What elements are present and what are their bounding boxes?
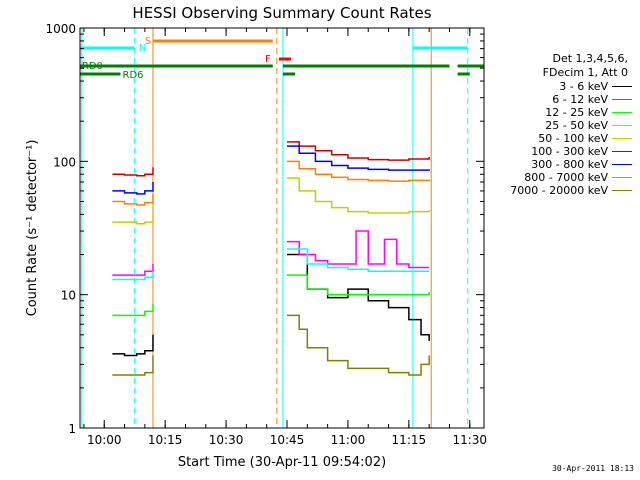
series-line [112, 193, 154, 206]
legend-label: 3 - 6 keV [559, 80, 608, 93]
series-line [112, 271, 154, 281]
y-tick-label: 1 [68, 422, 76, 436]
series-line [112, 263, 154, 276]
legend-label: 800 - 7000 keV [524, 171, 608, 184]
plot-frame [79, 27, 485, 429]
legend-entry: 3 - 6 keV [559, 80, 632, 93]
y-tick-label: 1000 [45, 22, 76, 36]
y-tick-label: 100 [53, 155, 76, 169]
series-line [112, 334, 154, 357]
legend-entry: 12 - 25 keV [545, 106, 632, 119]
series-line [287, 253, 430, 341]
x-axis-label: Start Time (30-Apr-11 09:54:02) [178, 455, 386, 470]
flag-label-rd6: RD6 [123, 70, 144, 81]
legend-swatch [612, 164, 632, 165]
legend-swatch [612, 151, 632, 152]
series-line [112, 304, 154, 317]
x-tick-label: 10:15 [148, 433, 183, 447]
series-line [287, 145, 430, 171]
series-line [287, 248, 430, 272]
legend-label: 7000 - 20000 keV [510, 184, 608, 197]
legend-label: 300 - 800 keV [531, 158, 608, 171]
flag-label-s: S [145, 36, 151, 47]
x-tick-label: 10:45 [270, 433, 305, 447]
legend-entry: 100 - 300 keV [531, 145, 632, 158]
series-line [287, 141, 430, 161]
series-line [287, 160, 430, 182]
flag-label-rd0: RD0 [82, 61, 103, 72]
series-line [112, 214, 154, 225]
legend-label: 6 - 12 keV [552, 93, 608, 106]
legend-label: 100 - 300 keV [531, 145, 608, 158]
chart-title: HESSI Observing Summary Count Rates [132, 4, 431, 22]
flag-label-f: F [265, 54, 271, 65]
x-tick-label: 11:15 [392, 433, 427, 447]
y-axis-label: Count Rate (s⁻¹ detector⁻¹) [25, 140, 40, 317]
legend-entry: 7000 - 20000 keV [510, 184, 632, 197]
legend-swatch [612, 177, 632, 178]
legend-entry: 300 - 800 keV [531, 158, 632, 171]
legend-label: 50 - 100 keV [538, 132, 608, 145]
x-tick-label: 11:00 [331, 433, 366, 447]
series-line [287, 177, 430, 214]
legend-header-1: Det 1,3,4,5,6, [552, 52, 628, 65]
series-line [287, 230, 430, 269]
series-line [112, 181, 154, 195]
date-stamp: 30-Apr-2011 18:13 [552, 464, 634, 473]
legend-header-2: FDecim 1, Att 0 [542, 66, 628, 79]
legend-label: 25 - 50 keV [545, 119, 608, 132]
legend-entry: 50 - 100 keV [538, 132, 632, 145]
legend-swatch [612, 99, 632, 100]
legend-entry: 800 - 7000 keV [524, 171, 632, 184]
x-tick-label: 10:30 [209, 433, 244, 447]
legend-swatch [612, 125, 632, 126]
series-line [112, 167, 154, 177]
legend-swatch [612, 138, 632, 139]
x-tick-label: 11:30 [452, 433, 487, 447]
legend-label: 12 - 25 keV [545, 106, 608, 119]
series-line [112, 355, 154, 376]
legend-entry: 6 - 12 keV [552, 93, 632, 106]
legend-swatch [612, 112, 632, 113]
series-line [287, 274, 430, 296]
x-tick-label: 10:00 [87, 433, 122, 447]
legend-swatch [612, 190, 632, 191]
legend-swatch [612, 86, 632, 87]
legend-entry: 25 - 50 keV [545, 119, 632, 132]
y-tick-label: 10 [61, 289, 76, 303]
flag-label-n: N [139, 43, 146, 54]
series-line [287, 314, 430, 376]
